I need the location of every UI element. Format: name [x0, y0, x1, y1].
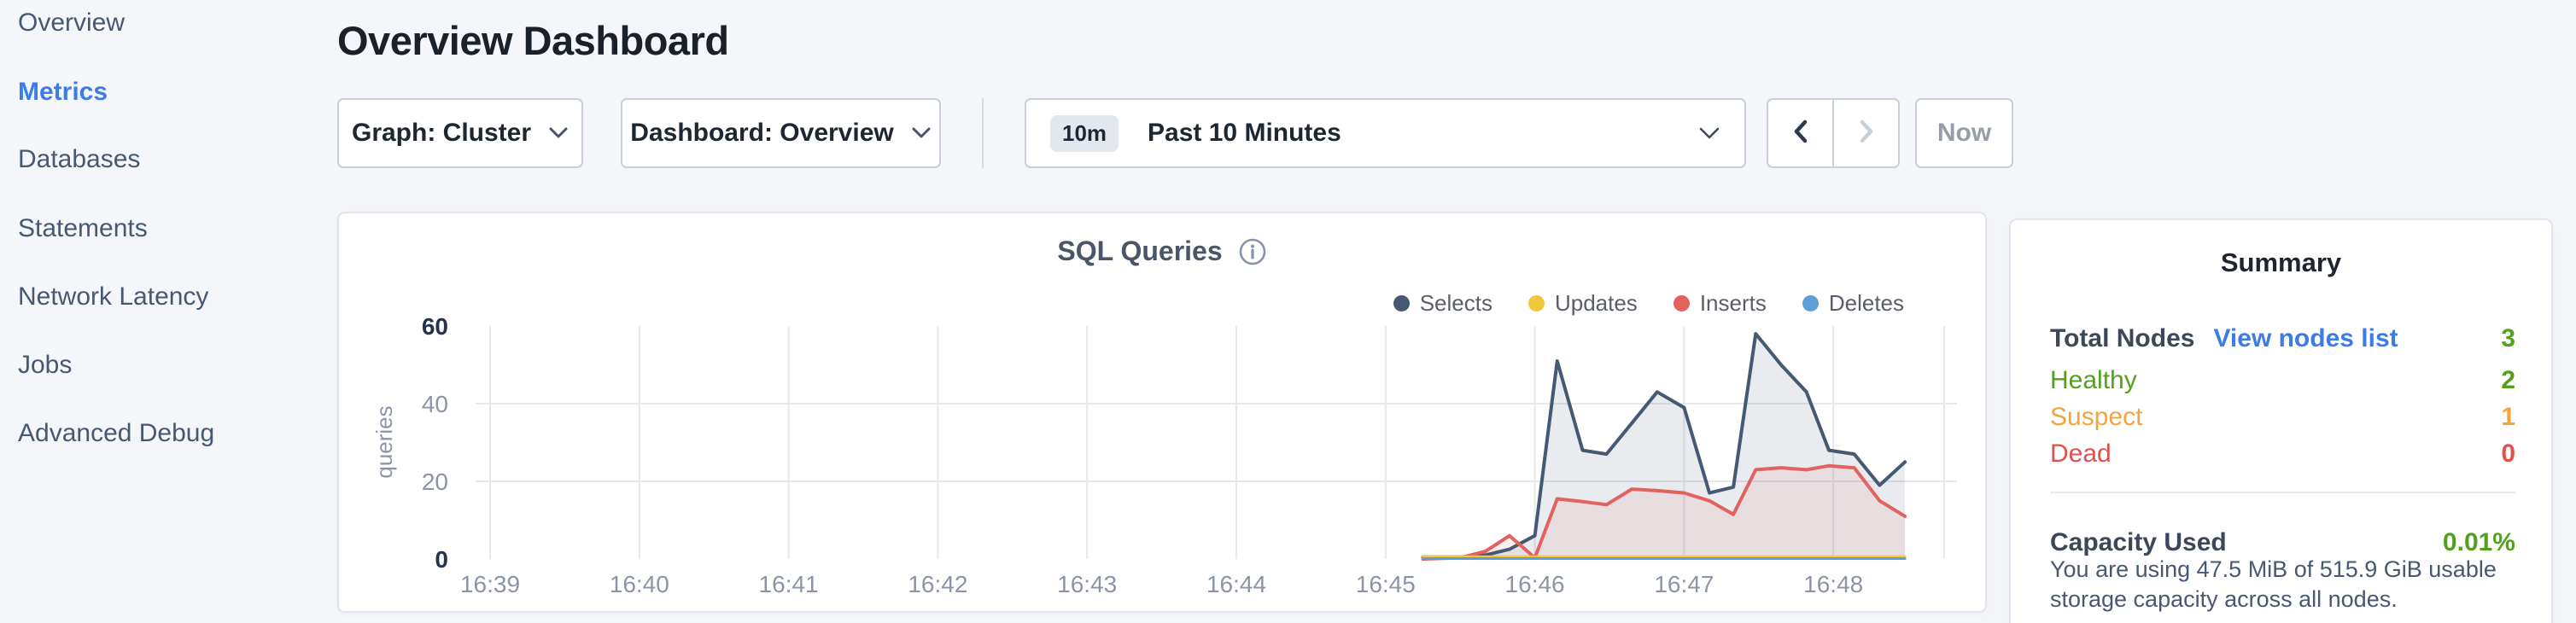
selects-dot-icon: [1393, 295, 1410, 312]
chart-title: SQL Queries: [1057, 236, 1223, 266]
chevron-down-icon: [548, 126, 569, 140]
dashboard-dropdown[interactable]: Dashboard: Overview: [621, 98, 941, 168]
capacity-caption: You are using 47.5 MiB of 515.9 GiB usab…: [2050, 556, 2497, 612]
capacity-used-label: Capacity Used: [2050, 528, 2227, 556]
chart-legend: Selects Updates Inserts Deletes: [1393, 290, 1904, 317]
capacity-used-value: 0.01%: [2442, 528, 2515, 556]
sidebar-item-jobs[interactable]: Jobs: [18, 351, 73, 379]
legend-item-updates[interactable]: Updates: [1527, 290, 1638, 317]
legend-label: Updates: [1554, 290, 1638, 316]
graph-dropdown[interactable]: Graph: Cluster: [337, 98, 583, 168]
summary-divider: [2050, 492, 2515, 493]
deletes-dot-icon: [1802, 295, 1819, 312]
sidebar-item-advanced-debug[interactable]: Advanced Debug: [18, 419, 215, 447]
dead-value: 0: [2501, 440, 2515, 468]
time-window-label: Past 10 Minutes: [1148, 119, 1341, 147]
svg-text:16:47: 16:47: [1654, 571, 1714, 597]
svg-text:40: 40: [422, 391, 448, 417]
inserts-dot-icon: [1673, 295, 1690, 312]
summary-row-suspect: Suspect 1: [2050, 400, 2515, 434]
suspect-value: 1: [2501, 403, 2515, 431]
summary-title: Summary: [2220, 247, 2342, 277]
sidebar: Overview Metrics Databases Statements Ne…: [0, 0, 324, 623]
legend-item-deletes[interactable]: Deletes: [1802, 290, 1904, 317]
summary-row-total-nodes: Total Nodes View nodes list 3: [2050, 322, 2515, 356]
now-button[interactable]: Now: [1915, 98, 2013, 168]
legend-label: Deletes: [1828, 290, 1904, 316]
svg-text:16:43: 16:43: [1057, 571, 1117, 597]
svg-text:16:41: 16:41: [759, 571, 819, 597]
total-nodes-label: Total Nodes: [2050, 324, 2195, 352]
svg-text:queries: queries: [371, 405, 397, 478]
healthy-value: 2: [2501, 366, 2515, 394]
dashboard-dropdown-label: Dashboard: Overview: [630, 119, 894, 147]
time-step-back-button[interactable]: [1768, 100, 1832, 166]
healthy-label: Healthy: [2050, 366, 2137, 394]
summary-panel: Summary Total Nodes View nodes list 3 He…: [2009, 218, 2553, 623]
sidebar-item-statements[interactable]: Statements: [18, 214, 148, 242]
time-step-forward-button[interactable]: [1832, 100, 1898, 166]
summary-row-dead: Dead 0: [2050, 437, 2515, 471]
svg-text:20: 20: [422, 469, 448, 495]
sql-queries-plot: 16:39 16:40 16:41 16:42 16:43 16:44 16:45 16:46…: [371, 313, 1957, 597]
sidebar-item-network-latency[interactable]: Network Latency: [18, 282, 209, 311]
svg-text:0: 0: [435, 546, 448, 573]
svg-text:16:45: 16:45: [1356, 571, 1416, 597]
svg-text:16:40: 16:40: [610, 571, 669, 597]
chevron-left-icon: [1792, 119, 1809, 148]
sidebar-item-databases[interactable]: Databases: [18, 145, 141, 173]
view-nodes-list-link[interactable]: View nodes list: [2213, 324, 2398, 352]
svg-text:16:44: 16:44: [1206, 571, 1266, 597]
svg-text:16:39: 16:39: [460, 571, 520, 597]
svg-text:16:48: 16:48: [1803, 571, 1863, 597]
svg-text:16:42: 16:42: [908, 571, 967, 597]
info-icon[interactable]: [1238, 237, 1267, 266]
total-nodes-value: 3: [2501, 324, 2515, 352]
time-window-badge: 10m: [1050, 114, 1119, 152]
time-window-selector[interactable]: 10m Past 10 Minutes: [1025, 98, 1746, 168]
sidebar-item-metrics[interactable]: Metrics: [18, 78, 108, 106]
chevron-down-icon: [911, 126, 932, 140]
toolbar-divider: [982, 98, 984, 168]
svg-text:60: 60: [422, 313, 448, 340]
svg-text:16:46: 16:46: [1505, 571, 1565, 597]
chevron-down-icon: [1698, 126, 1720, 141]
page-title: Overview Dashboard: [337, 18, 729, 63]
graph-dropdown-label: Graph: Cluster: [351, 119, 532, 147]
sidebar-item-overview[interactable]: Overview: [18, 9, 126, 37]
summary-row-healthy: Healthy 2: [2050, 364, 2515, 398]
suspect-label: Suspect: [2050, 403, 2143, 431]
legend-label: Inserts: [1699, 290, 1767, 316]
legend-item-selects[interactable]: Selects: [1393, 290, 1492, 317]
legend-item-inserts[interactable]: Inserts: [1673, 290, 1767, 317]
updates-dot-icon: [1527, 295, 1545, 312]
time-step-buttons: [1767, 98, 1900, 168]
summary-row-capacity: Capacity Used 0.01%: [2050, 526, 2515, 560]
sql-queries-chart-panel: SQL Queries Selects Updates Inserts Dele…: [337, 212, 1987, 613]
legend-label: Selects: [1419, 290, 1492, 316]
dead-label: Dead: [2050, 440, 2112, 468]
chevron-right-icon: [1858, 119, 1875, 148]
